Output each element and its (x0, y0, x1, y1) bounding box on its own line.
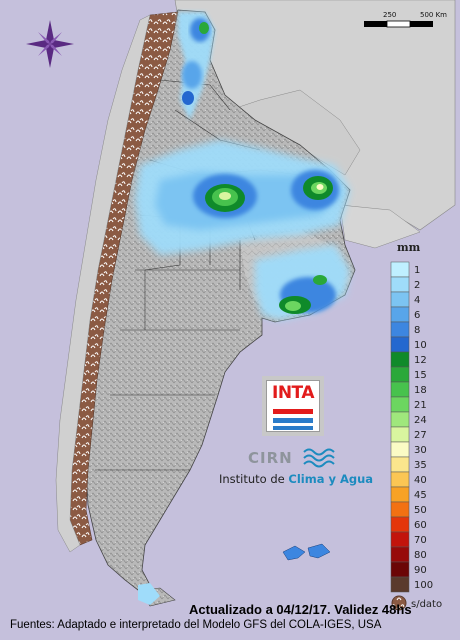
legend-swatch-18 (390, 381, 410, 398)
institute-highlight: Clima y Agua (288, 472, 374, 486)
legend-swatch-1 (390, 261, 410, 278)
legend-label-50: 50 (414, 505, 427, 516)
legend-unit: mm (397, 241, 421, 254)
precipitation-fields (135, 12, 350, 605)
scale-label-500km: 500 Km (420, 11, 447, 19)
legend-swatch-24 (390, 411, 410, 428)
legend-label-12: 12 (414, 355, 427, 366)
legend-label-40: 40 (414, 475, 427, 486)
precipitation-legend: mm 1246810121518212427303540455060708090… (390, 241, 442, 611)
legend-label-24: 24 (414, 415, 427, 426)
legend-swatch-100 (390, 576, 410, 593)
legend-swatch-27 (390, 426, 410, 443)
legend-label-100: 100 (414, 580, 433, 591)
legend-label-45: 45 (414, 490, 427, 501)
legend-label-10: 10 (414, 340, 427, 351)
institute-prefix: Instituto de (219, 472, 285, 486)
legend-label-30: 30 (414, 445, 427, 456)
legend-label-27: 27 (414, 430, 427, 441)
neighbor-countries (174, 0, 456, 249)
scale-bar: 250 500 Km (364, 11, 447, 28)
legend-label-1: 1 (414, 265, 420, 276)
legend-swatch-40 (390, 471, 410, 488)
legend-label-21: 21 (414, 400, 427, 411)
legend-label-6: 6 (414, 310, 420, 321)
legend-label-18: 18 (414, 385, 427, 396)
inta-logo: INTA (262, 376, 324, 436)
sources-text: Fuentes: Adaptado e interpretado del Mod… (10, 619, 382, 631)
legend-swatch-50 (390, 501, 410, 518)
legend-swatch-10 (390, 336, 410, 353)
legend-swatch-8 (390, 321, 410, 338)
chile-coast (55, 14, 151, 553)
legend-label-80: 80 (414, 550, 427, 561)
legend-swatch-6 (390, 306, 410, 323)
legend-swatch-4 (390, 291, 410, 308)
legend-swatch-2 (390, 276, 410, 293)
legend-label-60: 60 (414, 520, 427, 531)
legend-swatch-21 (390, 396, 410, 413)
legend-label-90: 90 (414, 565, 427, 576)
inta-logo-text: INTA (272, 383, 315, 403)
legend-label-8: 8 (414, 325, 420, 336)
legend-swatch-80 (390, 546, 410, 563)
legend-swatch-70 (390, 531, 410, 548)
legend-swatch-no-data (391, 595, 407, 611)
scale-label-250: 250 (383, 11, 396, 19)
institute-name: Instituto de Clima y Agua (219, 472, 373, 486)
legend-swatch-90 (390, 561, 410, 578)
legend-swatch-12 (390, 351, 410, 368)
legend-label-35: 35 (414, 460, 427, 471)
legend-swatch-35 (390, 456, 410, 473)
falkland-islands (282, 543, 331, 561)
compass-rose-icon (26, 20, 74, 68)
legend-swatch-45 (390, 486, 410, 503)
legend-label-15: 15 (414, 370, 427, 381)
legend-label-70: 70 (414, 535, 427, 546)
update-validity-text: Actualizado a 04/12/17. Validez 48hs (189, 602, 412, 617)
legend-swatch-60 (390, 516, 410, 533)
legend-label-no-data: s/dato (411, 599, 442, 610)
cirn-logo-text: CIRN (248, 449, 293, 467)
legend-swatch-30 (390, 441, 410, 458)
legend-label-4: 4 (414, 295, 420, 306)
water-waves-icon (303, 448, 335, 468)
legend-label-2: 2 (414, 280, 420, 291)
legend-swatch-15 (390, 366, 410, 383)
